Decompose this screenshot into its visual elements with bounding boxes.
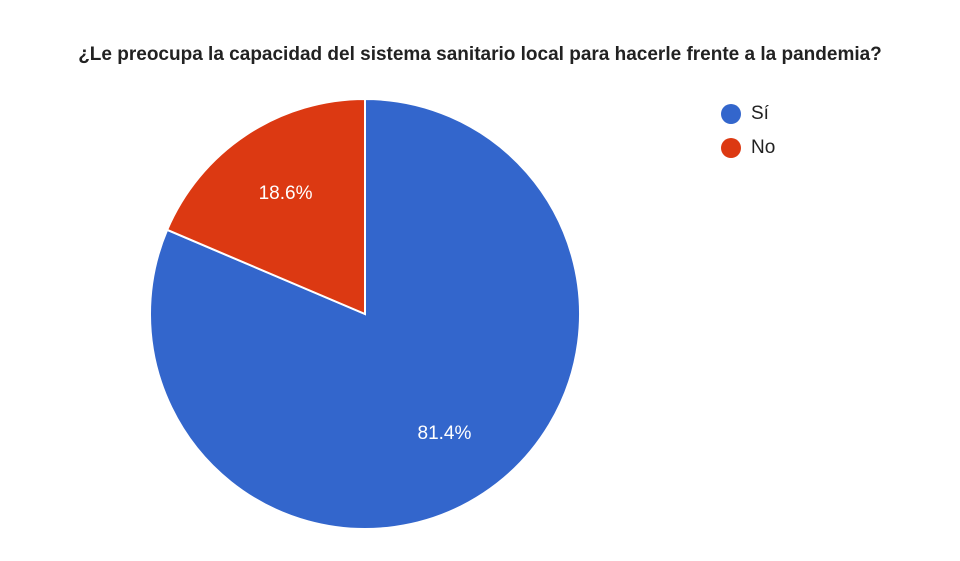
pie-slices: [149, 97, 581, 530]
pie-slice-si[interactable]: [149, 97, 581, 530]
slice-label-no: 18.6%: [259, 183, 313, 204]
chart-title: ¿Le preocupa la capacidad del sistema sa…: [78, 44, 882, 65]
slice-label-si: 81.4%: [418, 423, 472, 444]
legend-swatch-si: [721, 104, 741, 124]
legend-label-no: No: [751, 137, 776, 158]
pie-slice-no[interactable]: [165, 97, 366, 316]
legend-swatch-no: [721, 138, 741, 158]
legend-item-no[interactable]: No: [721, 131, 775, 165]
legend: Sí No: [721, 97, 775, 165]
pie-slice-labels: 81.4% 18.6%: [259, 183, 472, 444]
legend-item-si[interactable]: Sí: [721, 97, 775, 131]
legend-label-si: Sí: [751, 103, 769, 124]
